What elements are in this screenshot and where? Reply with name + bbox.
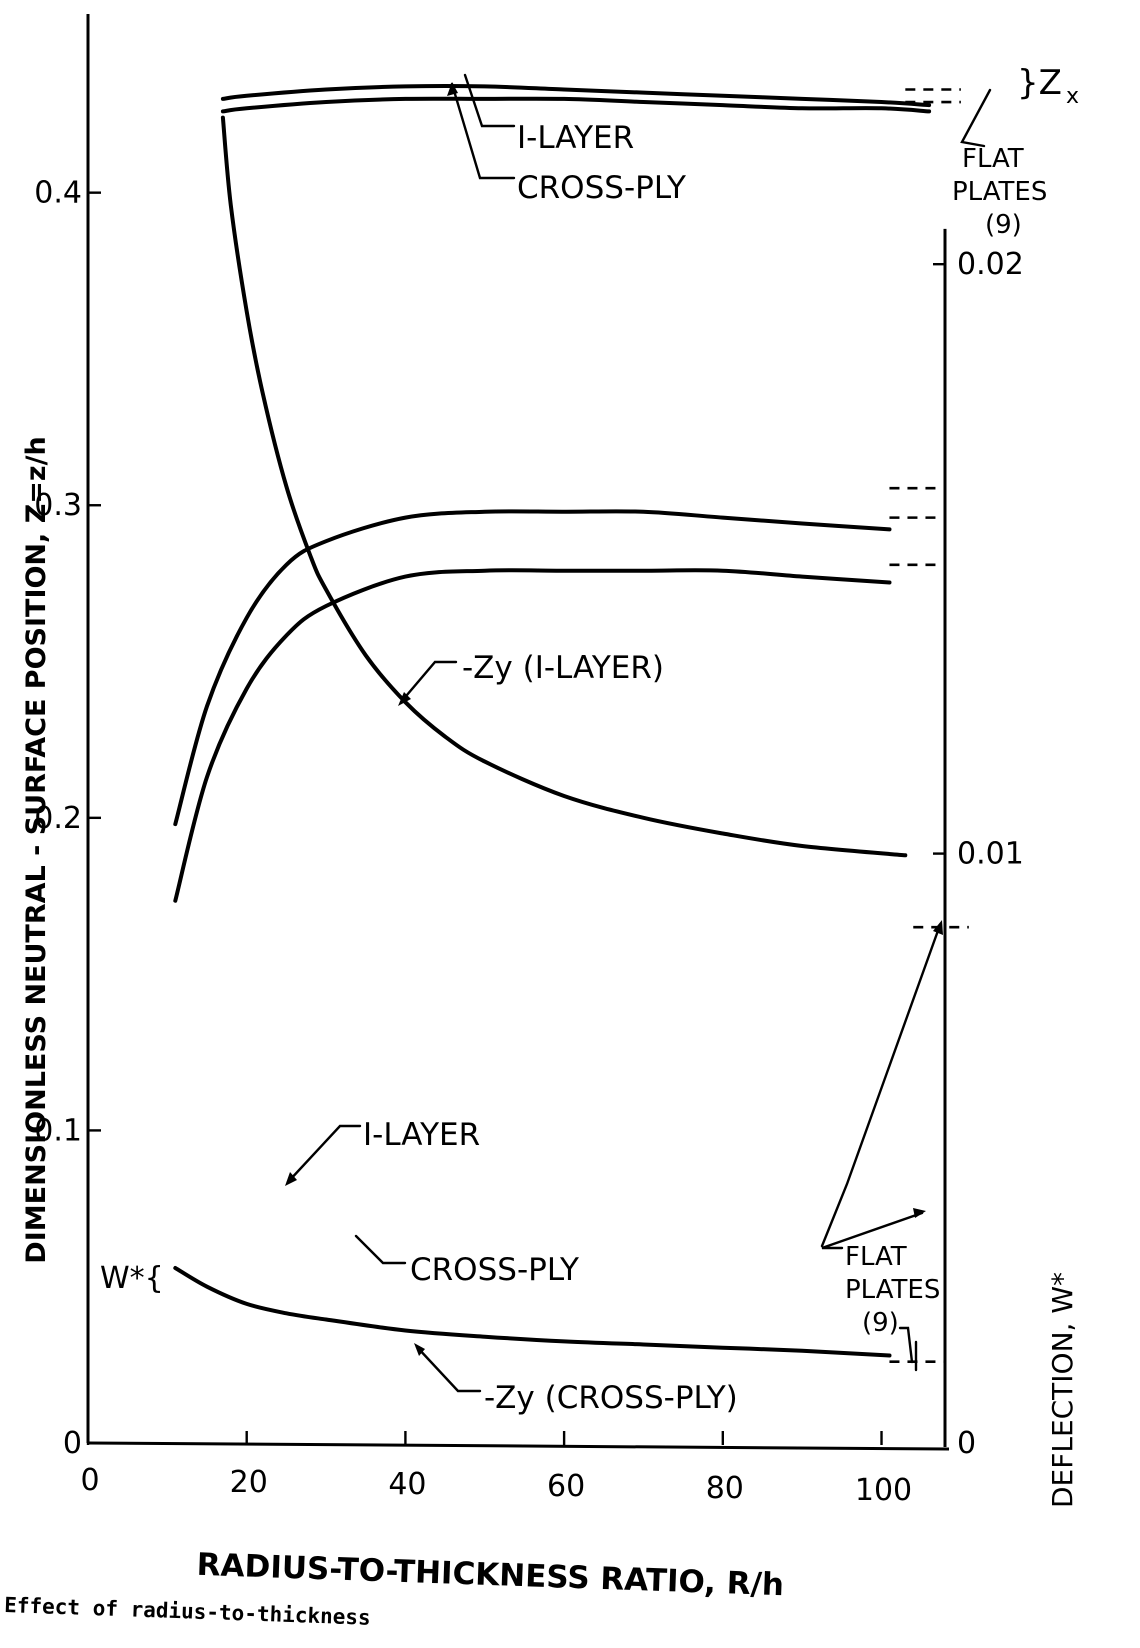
annotation-zx-bracket: }Z: [1017, 63, 1062, 103]
x-axis-line: [87, 1441, 950, 1451]
annotation-upper-cross-ply: CROSS-PLY: [517, 170, 686, 206]
leader-zy-1-layer: [399, 660, 458, 704]
annotation-lower-cross-ply: CROSS-PLY: [410, 1252, 579, 1288]
annotation-lower-ref-9: (9): [862, 1308, 899, 1338]
figure-caption: Effect of radius-to-thickness: [4, 1593, 371, 1630]
arrowhead-zy-1-layer: [398, 692, 411, 706]
x-tick-label: 60: [547, 1469, 585, 1504]
arrowhead-zy-cross-ply: [414, 1343, 425, 1356]
leader-upper-flat-plates: [960, 88, 992, 148]
leader-lower-ref-9: [898, 1326, 914, 1364]
arrowhead-upper-cross-ply: [447, 82, 458, 96]
x-tick-label: 20: [230, 1465, 268, 1500]
axes: [86, 14, 950, 1451]
arrowhead-lower-flat-plates: [913, 1208, 926, 1218]
series: [173, 84, 932, 1358]
series-lower-cross-ply: [173, 568, 892, 903]
leader-upper-cross-ply: [450, 82, 516, 180]
leader-lower-flat-plates: [821, 1211, 924, 1250]
annotation-w-star: W*{: [100, 1261, 164, 1296]
annotation-lower-1-layer: I-LAYER: [363, 1117, 480, 1153]
leader-upper-1-layer: [463, 73, 516, 128]
y2-tick-label: 0.02: [957, 247, 1024, 282]
leader-lines: [285, 73, 992, 1393]
annotation-lower-plates: PLATES: [845, 1275, 940, 1305]
x-tick-label: 0: [80, 1463, 99, 1498]
y-tick-label: 0.2: [34, 801, 82, 836]
y-tick-label: 0.4: [34, 176, 82, 211]
annotation-upper-plates: PLATES: [952, 177, 1047, 207]
series-zy-cross-ply: [173, 1266, 892, 1358]
arrowhead-lower-1-layer: [285, 1172, 297, 1186]
ticks: 0 20 40 60 80 100 0 0.1 0.2 0.3 0.4 0 0.01 0.02: [34, 176, 1024, 1508]
y-axis-label: DIMENSIONLESS NEUTRAL - SURFACE POSITION…: [21, 436, 52, 1263]
y-tick-label: 0.3: [34, 488, 82, 523]
arrowhead-long-zy-reference: [933, 920, 943, 935]
y2-tick-label: 0.01: [957, 837, 1024, 872]
reference-lines: [889, 88, 969, 1364]
y2-tick-label: 0: [957, 1426, 976, 1461]
x-tick-label: 40: [388, 1467, 426, 1502]
annotation-lower-flat: FLAT: [845, 1242, 907, 1272]
series-upper-1-layer: [220, 84, 932, 108]
annotation-zy-cross-ply: -Zy (CROSS-PLY): [484, 1380, 738, 1416]
leader-lower-cross-ply: [354, 1234, 407, 1265]
y-tick-label: 0.1: [34, 1113, 82, 1148]
y-tick-label: 0: [63, 1426, 82, 1461]
annotation-zy-1-layer: -Zy (I-LAYER): [462, 650, 664, 686]
annotation-zx-subscript: x: [1066, 84, 1079, 109]
x-axis-label: RADIUS-TO-THICKNESS RATIO, R/h: [196, 1547, 784, 1603]
annotation-upper-1-layer: I-LAYER: [517, 120, 634, 156]
x-tick-label: 100: [855, 1473, 912, 1508]
annotation-upper-ref-9: (9): [985, 210, 1022, 240]
series-upper-cross-ply: [220, 96, 932, 114]
series-zy-1-layer: [220, 115, 908, 858]
series-lower-1-layer: [173, 509, 892, 827]
x-tick-label: 80: [706, 1471, 744, 1506]
leader-lower-1-layer: [286, 1124, 362, 1184]
y2-axis-label: DEFLECTION, W*: [1046, 1272, 1079, 1508]
leader-long-zy-reference: [820, 923, 942, 1248]
leader-zy-cross-ply: [415, 1345, 482, 1393]
annotation-upper-flat: FLAT: [962, 144, 1024, 174]
